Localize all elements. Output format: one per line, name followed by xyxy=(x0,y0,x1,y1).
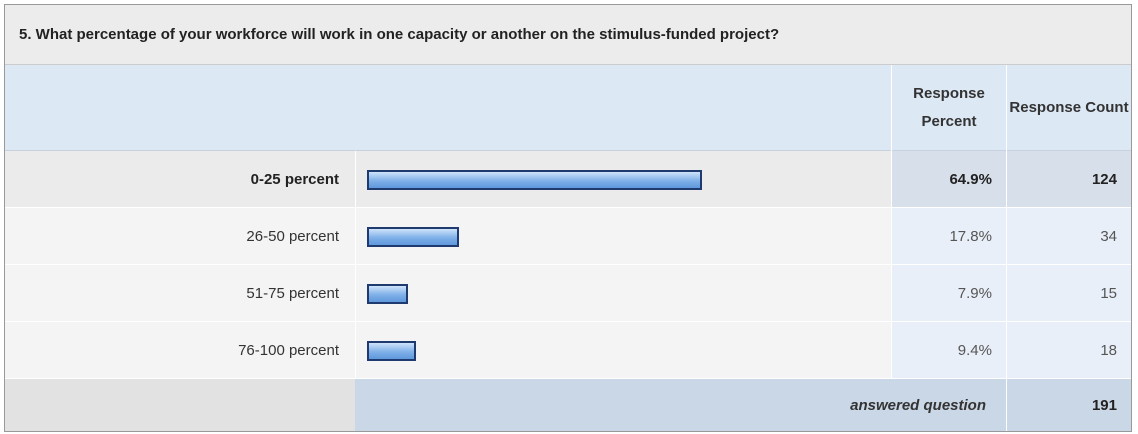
row-label: 51-75 percent xyxy=(5,265,355,322)
footer-label: answered question xyxy=(355,379,1006,431)
percent-value: 17.8% xyxy=(891,208,1006,265)
count-value: 18 xyxy=(1006,322,1131,379)
percent-bar xyxy=(367,283,408,304)
percent-value: 9.4% xyxy=(891,322,1006,379)
percent-bar xyxy=(367,169,702,190)
header-count: Response Count xyxy=(1006,65,1131,151)
footer-blank xyxy=(5,379,355,431)
count-value: 34 xyxy=(1006,208,1131,265)
percent-bar xyxy=(367,226,459,247)
count-value: 124 xyxy=(1006,151,1131,208)
header-percent: Response Percent xyxy=(891,65,1006,151)
row-label: 76-100 percent xyxy=(5,322,355,379)
results-table: 5. What percentage of your workforce wil… xyxy=(4,4,1132,432)
percent-value: 64.9% xyxy=(891,151,1006,208)
header-row xyxy=(5,65,1131,151)
question-title: 5. What percentage of your workforce wil… xyxy=(5,5,1131,65)
bar-cell xyxy=(355,322,891,379)
percent-bar xyxy=(367,340,416,361)
count-value: 15 xyxy=(1006,265,1131,322)
percent-value: 7.9% xyxy=(891,265,1006,322)
row-label: 26-50 percent xyxy=(5,208,355,265)
footer-count: 191 xyxy=(1006,379,1131,431)
bar-cell xyxy=(355,265,891,322)
row-label: 0-25 percent xyxy=(5,151,355,208)
